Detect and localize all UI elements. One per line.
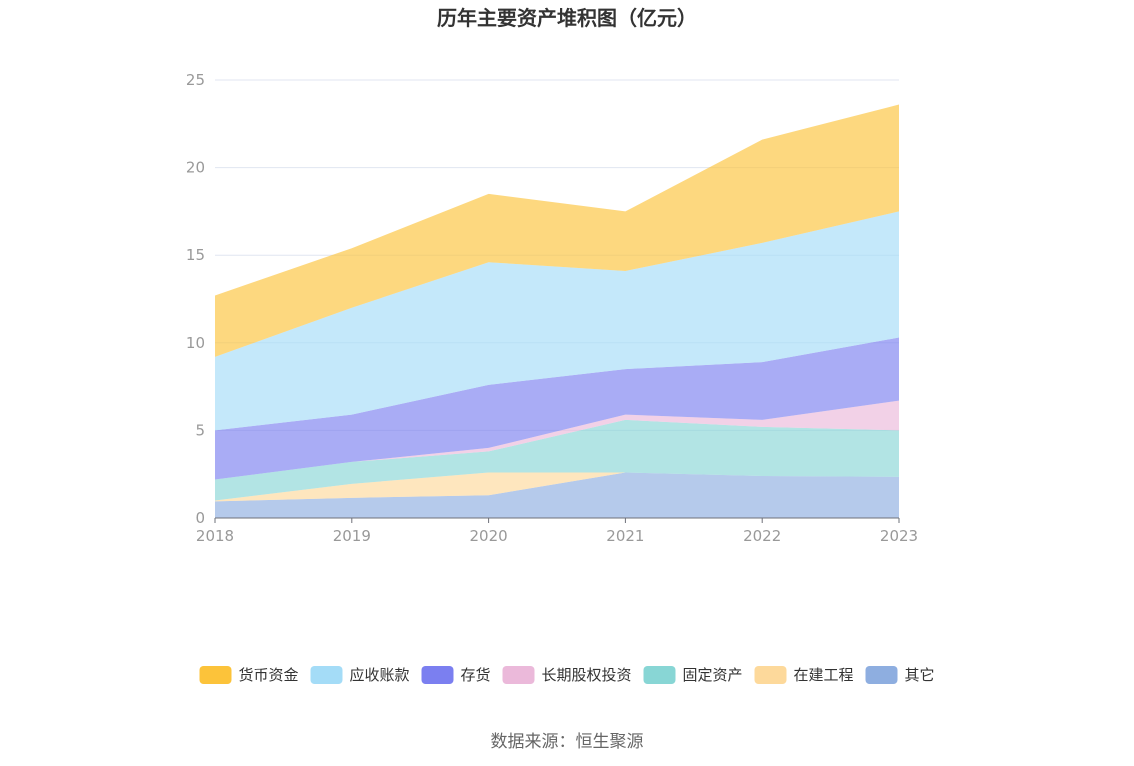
legend-item[interactable]: 货币资金 <box>199 666 299 684</box>
x-tick-label: 2020 <box>470 527 508 545</box>
legend-item[interactable]: 存货 <box>421 666 491 684</box>
legend-swatch <box>754 666 787 684</box>
area-series-4 <box>215 337 899 480</box>
data-source-label: 数据来源：恒生聚源 <box>491 732 644 752</box>
legend-label: 在建工程 <box>794 666 854 684</box>
legend-label: 固定资产 <box>683 666 743 684</box>
area-series-3 <box>215 400 899 480</box>
legend-swatch <box>865 666 898 684</box>
x-tick-label: 2019 <box>333 527 371 545</box>
x-tick-label: 2022 <box>743 527 781 545</box>
legend-label: 应收账款 <box>350 666 410 684</box>
legend-label: 长期股权投资 <box>542 666 632 684</box>
legend-swatch <box>199 666 232 684</box>
x-tick-label: 2023 <box>880 527 918 545</box>
legend-swatch <box>502 666 535 684</box>
legend-label: 货币资金 <box>239 666 299 684</box>
area-series-0 <box>215 472 899 518</box>
area-series-1 <box>215 472 899 502</box>
legend-item[interactable]: 其它 <box>865 666 935 684</box>
x-tick-label: 2021 <box>606 527 644 545</box>
area-series-layer <box>215 104 899 518</box>
axis-layer: 0 5 10 15 20 25 2018 2019 2020 2021 2022 2023 <box>186 71 918 545</box>
y-tick-label: 10 <box>186 334 205 352</box>
area-series-5 <box>215 211 899 431</box>
legend-item[interactable]: 在建工程 <box>754 666 854 684</box>
y-tick-label: 25 <box>186 71 205 89</box>
legend-item[interactable]: 长期股权投资 <box>502 666 632 684</box>
y-tick-label: 20 <box>186 159 205 177</box>
x-tick-label: 2018 <box>196 527 234 545</box>
chart-title: 历年主要资产堆积图（亿元） <box>437 6 697 30</box>
legend-item[interactable]: 固定资产 <box>643 666 743 684</box>
legend-item[interactable]: 应收账款 <box>310 666 410 684</box>
y-tick-label: 0 <box>195 509 205 527</box>
legend-label: 其它 <box>905 666 935 684</box>
legend-swatch <box>643 666 676 684</box>
legend-label: 存货 <box>461 666 491 684</box>
legend: 货币资金 应收账款 存货 长期股权投资 固定资产 在建工程 其它 <box>199 666 935 684</box>
area-series-6 <box>215 104 899 357</box>
legend-swatch <box>310 666 343 684</box>
legend-swatch <box>421 666 454 684</box>
area-series-2 <box>215 419 899 501</box>
y-tick-label: 15 <box>186 246 205 264</box>
y-tick-label: 5 <box>195 421 205 439</box>
